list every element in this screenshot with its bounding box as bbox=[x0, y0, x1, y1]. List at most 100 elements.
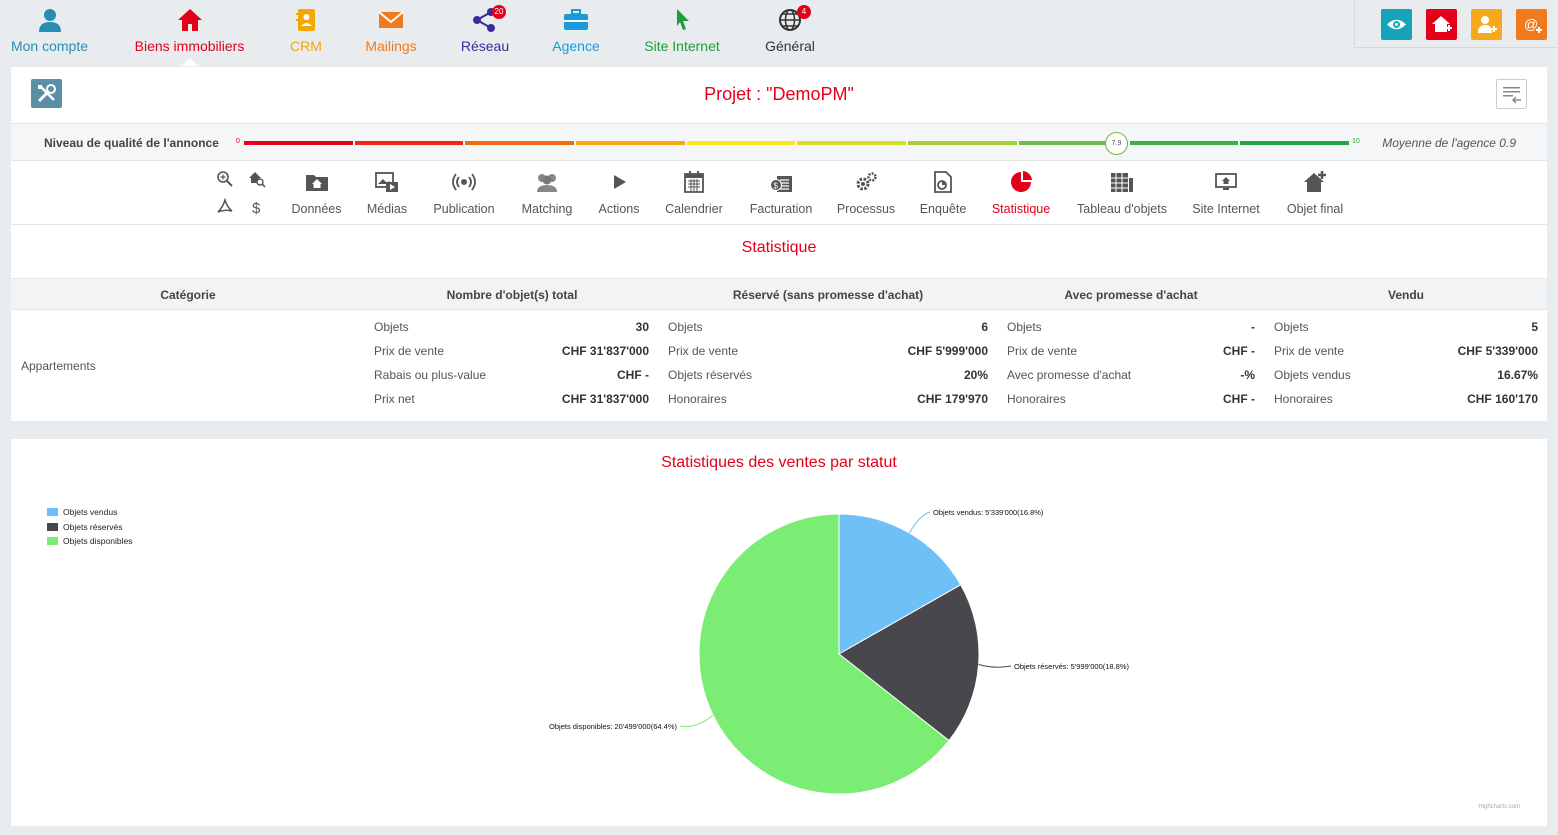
svg-text:$: $ bbox=[774, 182, 779, 191]
stat-label: Rabais ou plus-value bbox=[374, 368, 487, 382]
stat-value: CHF 5'339'000 bbox=[1457, 344, 1538, 358]
nav-biens-immobiliers[interactable]: Biens immobiliers bbox=[128, 0, 251, 66]
column-header: Avec promesse d'achat bbox=[1064, 288, 1198, 302]
quality-segment bbox=[908, 141, 1017, 145]
quality-value-marker: 7.9 bbox=[1105, 132, 1128, 155]
preview-button[interactable] bbox=[1381, 9, 1412, 40]
stat-value: 5 bbox=[1531, 320, 1538, 334]
tab-statistique[interactable]: Statistique bbox=[990, 162, 1052, 224]
tab-label: Objet final bbox=[1286, 202, 1344, 216]
data-label: Objets disponibles: 20'499'000(64.4%) bbox=[549, 722, 677, 731]
pie-slice[interactable] bbox=[698, 513, 950, 795]
quality-segment bbox=[355, 141, 463, 145]
data-label-connector bbox=[978, 663, 1012, 668]
nav-agence[interactable]: Agence bbox=[546, 0, 606, 62]
tab-calendrier[interactable]: Calendrier bbox=[663, 162, 725, 224]
survey-icon bbox=[934, 171, 952, 193]
legend-item[interactable]: Objets disponibles bbox=[47, 535, 132, 550]
nav-mailings[interactable]: Mailings bbox=[360, 0, 422, 62]
tab-label: Médias bbox=[366, 202, 408, 216]
tab-donnees[interactable]: Données bbox=[289, 162, 344, 224]
data-label: Objets vendus: 5'339'000(16.8%) bbox=[933, 508, 1044, 517]
broadcast-icon bbox=[452, 173, 476, 191]
data-label-connector bbox=[908, 511, 931, 534]
tab-label: Publication bbox=[433, 202, 495, 216]
stat-label: Objets bbox=[1274, 320, 1309, 334]
folder-home-icon bbox=[305, 175, 328, 191]
stat-label: Honoraires bbox=[1007, 392, 1066, 406]
stat-label: Objets bbox=[374, 320, 409, 334]
quality-max: 10 bbox=[1352, 138, 1360, 145]
tab-enquete[interactable]: Enquête bbox=[916, 162, 970, 224]
nav-site-internet[interactable]: Site Internet bbox=[637, 0, 727, 62]
monitor-icon bbox=[1215, 173, 1237, 190]
legend-swatch bbox=[47, 522, 58, 531]
nav-general[interactable]: 4 Général bbox=[758, 0, 822, 62]
home-search-icon[interactable] bbox=[248, 170, 266, 188]
tab-tableau-objets[interactable]: Tableau d'objets bbox=[1074, 162, 1170, 224]
tab-label: Statistique bbox=[991, 202, 1051, 216]
legend-swatch bbox=[47, 537, 58, 545]
quality-segment bbox=[1019, 141, 1128, 145]
quality-segment bbox=[797, 141, 906, 145]
nav-reseau[interactable]: 20 Réseau bbox=[455, 0, 515, 62]
new-mail-icon: @ bbox=[1524, 16, 1542, 33]
pie-chart-icon bbox=[1011, 171, 1032, 192]
tab-matching[interactable]: Matching bbox=[518, 162, 576, 224]
add-property-button[interactable] bbox=[1426, 9, 1457, 40]
stat-value: CHF - bbox=[1223, 344, 1255, 358]
quick-actions: @ bbox=[1354, 0, 1558, 48]
active-caret bbox=[181, 58, 198, 66]
nav-mon-compte[interactable]: Mon compte bbox=[0, 0, 99, 62]
stat-value: 16.67% bbox=[1497, 368, 1538, 382]
back-to-list-button[interactable] bbox=[1496, 79, 1527, 109]
stat-label: Objets bbox=[668, 320, 703, 334]
stat-label: Objets bbox=[1007, 320, 1042, 334]
stat-label: Honoraires bbox=[668, 392, 727, 406]
column-header: Vendu bbox=[1387, 288, 1424, 302]
tools-button[interactable] bbox=[31, 79, 62, 108]
tab-facturation[interactable]: $ Facturation bbox=[746, 162, 816, 224]
category-cell: Appartements bbox=[21, 359, 96, 373]
quality-label: Niveau de qualité de l'annonce bbox=[44, 136, 219, 150]
legend-item[interactable]: Objets réservés bbox=[47, 521, 132, 536]
tab-actions[interactable]: Actions bbox=[595, 162, 643, 224]
add-contact-button[interactable] bbox=[1471, 9, 1502, 40]
quality-segment bbox=[1240, 141, 1349, 145]
cursor-icon bbox=[677, 9, 689, 30]
quality-segment bbox=[576, 141, 685, 145]
stat-label: Prix de vente bbox=[1007, 344, 1078, 358]
tab-objet-final[interactable]: Objet final bbox=[1281, 162, 1349, 224]
project-panel: Projet : "DemoPM" Niveau de qualité de l… bbox=[11, 67, 1547, 421]
pie-chart: Objets vendus: 5'339'000(16.8%) Objets ré… bbox=[549, 508, 1130, 795]
tools-icon bbox=[37, 84, 56, 103]
legend-swatch bbox=[47, 508, 58, 516]
building-table-icon bbox=[1111, 173, 1133, 192]
notification-badge: 20 bbox=[492, 5, 506, 19]
tab-site-internet[interactable]: Site Internet bbox=[1191, 162, 1261, 224]
tab-publication[interactable]: Publication bbox=[430, 162, 498, 224]
zoom-search-icon[interactable] bbox=[216, 170, 234, 188]
stat-value: 6 bbox=[981, 320, 988, 334]
dollar-icon[interactable]: $ bbox=[248, 198, 266, 216]
chart-credits[interactable]: Highcharts.com bbox=[1478, 804, 1520, 810]
legend-label: Objets vendus bbox=[63, 507, 118, 517]
tab-label: Tableau d'objets bbox=[1077, 202, 1167, 216]
tab-label: Données bbox=[291, 202, 342, 216]
new-mail-button[interactable]: @ bbox=[1516, 9, 1547, 40]
tab-processus[interactable]: Processus bbox=[836, 162, 896, 224]
nav-crm[interactable]: CRM bbox=[280, 0, 332, 62]
pdf-icon[interactable] bbox=[216, 198, 234, 216]
statistics-title: Statistique bbox=[741, 239, 817, 256]
legend-label: Objets disponibles bbox=[63, 536, 133, 546]
quality-min: 0 bbox=[236, 138, 240, 145]
tab-medias[interactable]: Médias bbox=[363, 162, 411, 224]
nav-label: Mon compte bbox=[10, 38, 89, 54]
legend-item[interactable]: Objets vendus bbox=[47, 506, 132, 521]
pie-slice[interactable] bbox=[838, 584, 980, 742]
column-header: Réservé (sans promesse d'achat) bbox=[732, 288, 924, 302]
pie-slice[interactable] bbox=[838, 513, 962, 655]
quality-segment bbox=[687, 141, 795, 145]
svg-text:@: @ bbox=[1524, 16, 1538, 32]
notification-badge: 4 bbox=[797, 5, 811, 19]
